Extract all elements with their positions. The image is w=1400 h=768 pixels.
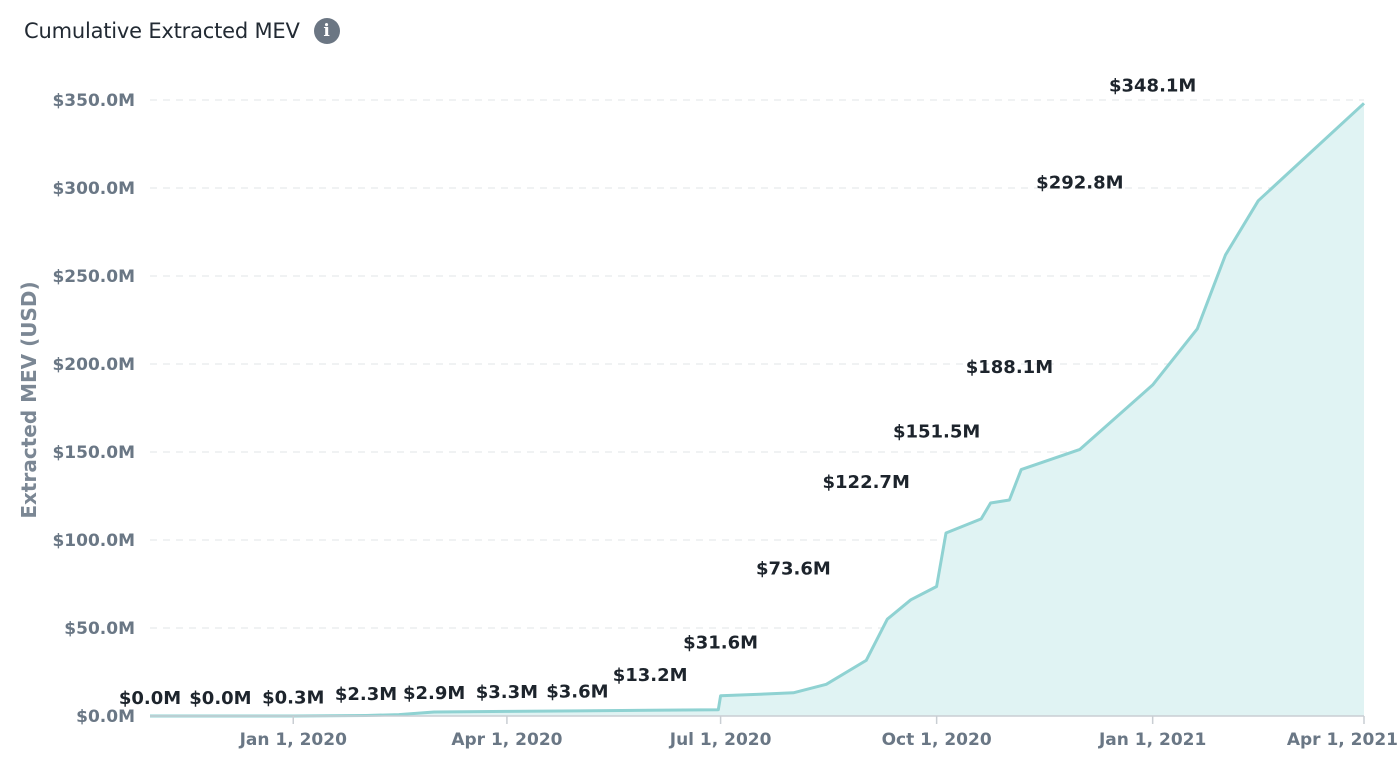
data-label: $31.6M [683, 632, 758, 653]
chart-header: Cumulative Extracted MEV i [24, 14, 340, 48]
data-labels: $0.0M $0.0M $0.3M $2.3M $2.9M $3.3M $3.6M$13.2… [119, 75, 1197, 709]
x-tick-label: Apr 1, 2021 [1287, 730, 1398, 750]
data-label: $73.6M [756, 558, 831, 579]
y-tick-label: $200.0M [52, 355, 135, 375]
info-icon[interactable]: i [313, 18, 340, 44]
data-label: $0.0M [119, 688, 181, 709]
area-fill-layer [150, 102, 1366, 718]
data-label: $2.9M [403, 683, 465, 704]
chart-title: Cumulative Extracted MEV [24, 19, 300, 43]
data-label: $0.3M [262, 687, 324, 708]
y-tick-label: $300.0M [52, 179, 135, 199]
data-label: $13.2M [613, 665, 688, 686]
y-tick-label: $350.0M [52, 91, 135, 111]
x-tick-label: Jul 1, 2020 [669, 730, 772, 750]
data-label: $151.5M [893, 421, 980, 442]
data-label: $2.3M [335, 684, 397, 705]
mev-series-line [150, 102, 1366, 718]
y-axis-label: Extracted MEV (USD) [17, 281, 41, 518]
data-label: $122.7M [823, 472, 910, 493]
data-label: $348.1M [1109, 75, 1196, 96]
data-label: $0.0M [189, 688, 251, 709]
data-label: $292.8M [1036, 173, 1123, 194]
mev-area-fill [150, 103, 1364, 717]
y-tick-label: $0.0M [76, 707, 135, 727]
y-tick-label: $150.0M [52, 443, 135, 463]
data-label: $188.1M [966, 357, 1053, 378]
y-tick-label: $50.0M [64, 619, 135, 639]
x-tick-label: Oct 1, 2020 [882, 730, 992, 750]
x-tick-label: Jan 1, 2021 [1098, 730, 1206, 750]
y-tick-labels: $0.0M $50.0M $100.0M $150.0M $200.0M $250.0M $… [52, 91, 135, 727]
data-label: $3.6M [546, 682, 608, 703]
x-tick-label: Jan 1, 2020 [239, 730, 348, 750]
x-tick-label: Apr 1, 2020 [451, 730, 562, 750]
y-tick-label: $100.0M [52, 531, 135, 551]
data-label: $3.3M [476, 682, 538, 703]
y-tick-label: $250.0M [52, 267, 135, 287]
x-tick-labels: Jan 1, 2020 Apr 1, 2020 Jul 1, 2020 Oct 1, … [239, 716, 1398, 750]
